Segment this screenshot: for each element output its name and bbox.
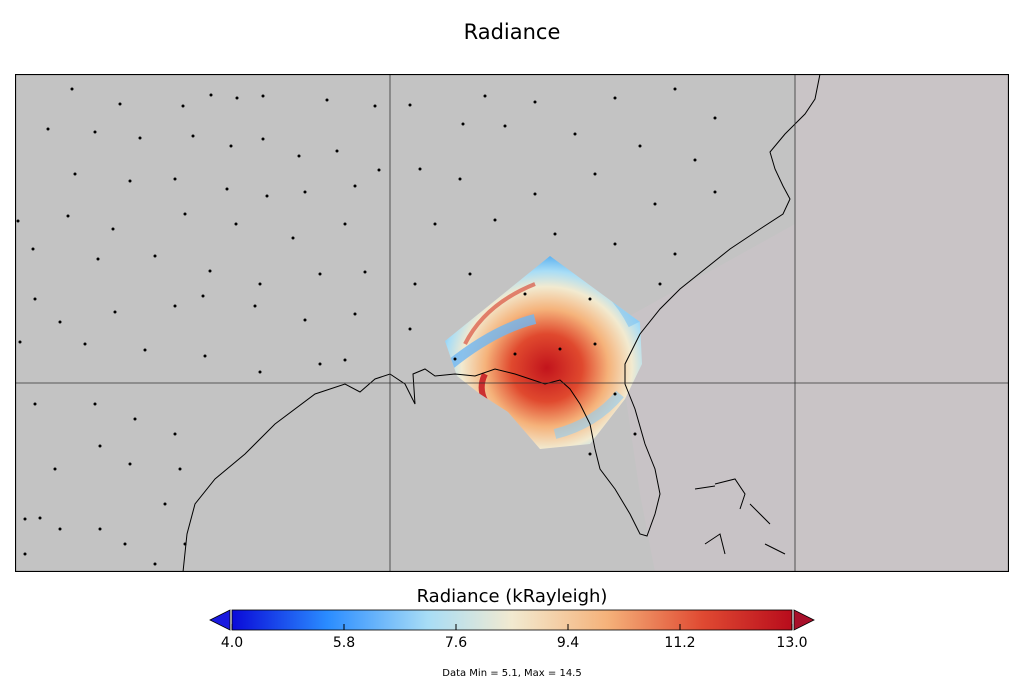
colorbar-tick-label: 9.4 — [556, 635, 580, 651]
coastline — [182, 74, 821, 572]
plot-title: Radiance — [463, 20, 561, 44]
colorbar-under-arrow — [209, 609, 231, 631]
colorbar-tick-label: 5.8 — [332, 635, 356, 651]
ocean-tint — [795, 74, 1009, 572]
colorbar — [209, 609, 815, 631]
colorbar-ticks — [231, 624, 793, 630]
station-markers — [16, 87, 717, 566]
colorbar-over-arrow — [793, 609, 815, 631]
colorbar-tick-label: 4.0 — [220, 635, 244, 651]
map-frame — [15, 74, 1009, 572]
colorbar-title: Radiance (kRayleigh) — [416, 586, 608, 607]
ocean-tint-south — [615, 224, 795, 572]
colorbar-tick-label: 11.2 — [664, 635, 696, 651]
map-panel — [15, 74, 1009, 572]
colorbar-gradient — [231, 609, 793, 631]
colorbar-tick-label: 13.0 — [776, 635, 808, 651]
data-min-max: Data Min = 5.1, Max = 14.5 — [442, 668, 582, 679]
colorbar-tick-label: 7.6 — [444, 635, 468, 651]
graticule — [15, 74, 1009, 572]
